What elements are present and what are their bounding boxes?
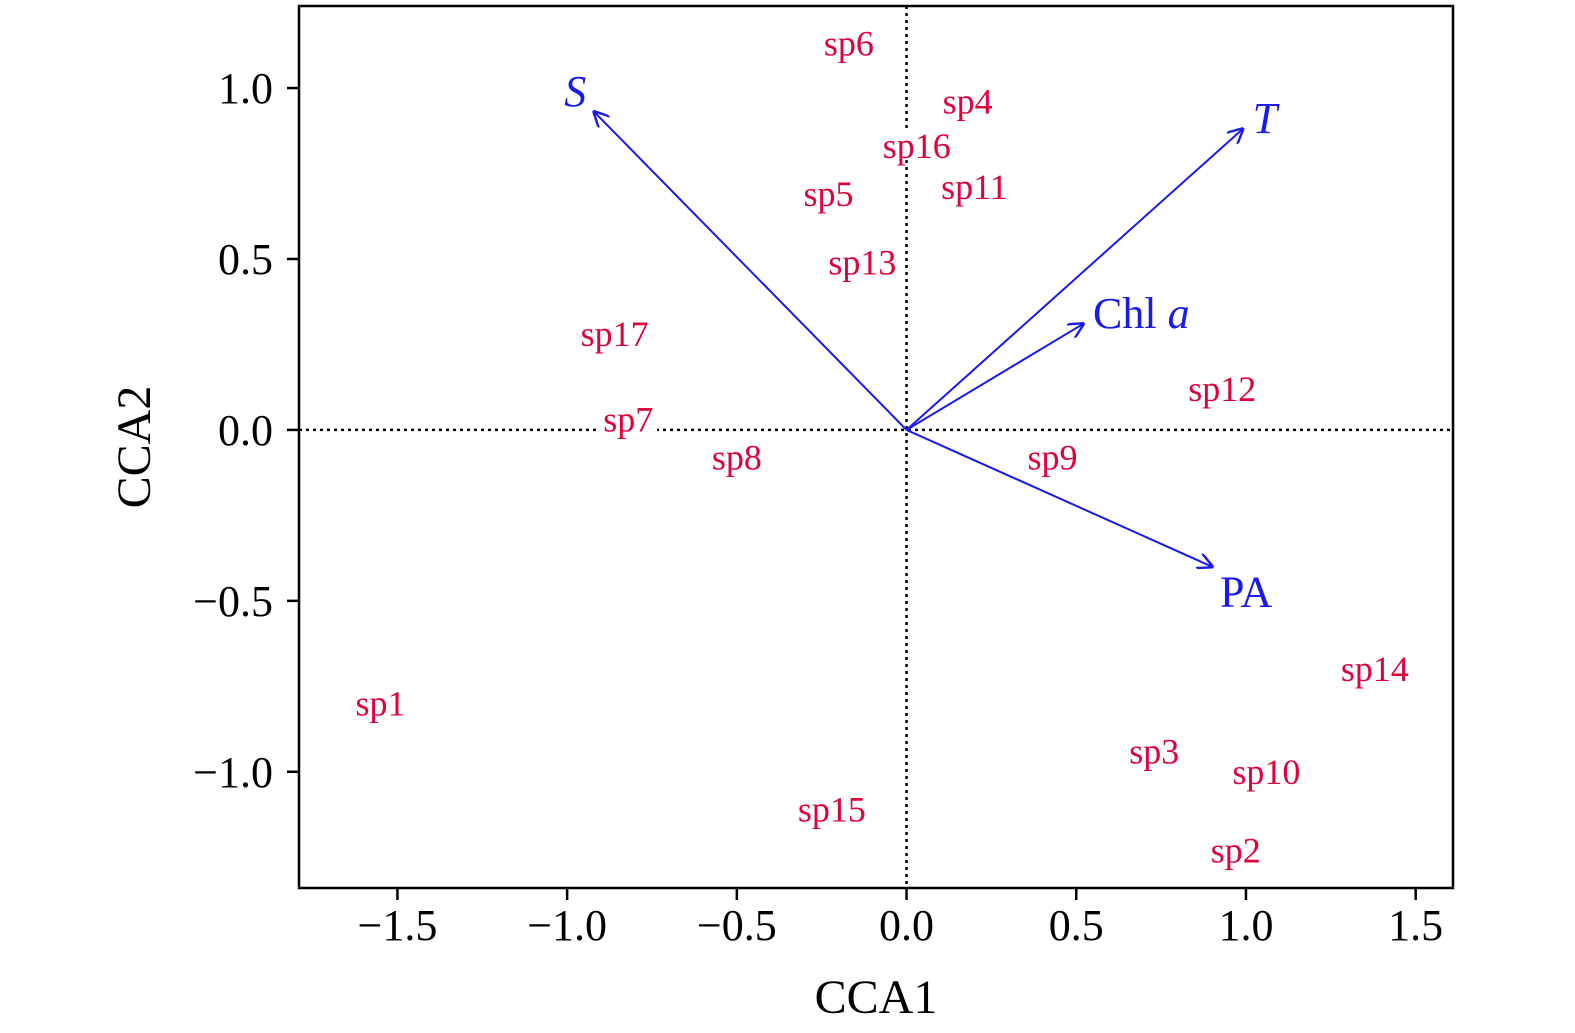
species-label-background	[707, 439, 766, 472]
x-tick-label: −1.5	[358, 901, 438, 950]
species-label-background	[1206, 832, 1265, 865]
species-label-sp6: sp6	[824, 24, 874, 64]
species-label-background	[936, 169, 1013, 202]
species-label-sp9: sp9	[1027, 437, 1077, 477]
species-label-background	[1023, 439, 1082, 472]
species-label-background	[1336, 651, 1413, 684]
y-tick-label: 1.0	[218, 64, 273, 113]
species-label-background	[938, 83, 997, 116]
species-label-background	[799, 176, 858, 209]
species-label-sp17: sp17	[581, 314, 649, 354]
axis-ticks: −1.5 −1.0 −0.5 0.0 0.5 1.0 1.5 −1.0 −0.5 0.0 0.5 1.…	[193, 64, 1443, 950]
species-label-sp5: sp5	[803, 174, 853, 214]
env-vector-arrow	[594, 112, 908, 431]
x-tick-label: −1.0	[527, 901, 607, 950]
species-label-background	[878, 128, 955, 161]
x-tick-label: 1.5	[1388, 901, 1443, 950]
env-label-pa: PA	[1220, 568, 1272, 617]
species-label-background	[1125, 733, 1184, 766]
species-label-background	[819, 25, 878, 58]
env-vector-arrow	[905, 129, 1243, 431]
species-label-background	[576, 316, 653, 349]
x-tick-label: −0.5	[697, 901, 777, 950]
species-label-background	[824, 244, 901, 277]
env-label-s: S	[564, 67, 586, 116]
env-label-t: T	[1253, 94, 1281, 143]
species-label-background	[599, 401, 658, 434]
species-label-sp15: sp15	[798, 789, 866, 829]
environment-vectors: S T Chl a PA	[564, 67, 1280, 617]
env-vector-arrow	[906, 324, 1083, 431]
species-label-sp2: sp2	[1211, 830, 1261, 870]
y-tick-label: 0.0	[218, 406, 273, 455]
species-label-sp12: sp12	[1188, 369, 1256, 409]
y-tick-label: 0.5	[218, 235, 273, 284]
species-label-background	[351, 685, 410, 718]
species-label-background	[1184, 370, 1261, 403]
species-label-sp8: sp8	[712, 437, 762, 477]
x-axis-title: CCA1	[815, 971, 938, 1024]
species-labels: sp1 sp2 sp3 sp4 sp5 sp6 sp7 sp8 sp9 sp10 sp11 sp12 s…	[351, 24, 1413, 870]
env-label-chla: Chl a	[1093, 289, 1190, 338]
species-label-background	[1228, 753, 1305, 786]
species-label-sp4: sp4	[943, 82, 993, 122]
env-vector-arrow	[906, 428, 1212, 567]
plot-frame	[297, 4, 1455, 890]
y-tick-label: −1.0	[193, 748, 273, 797]
species-label-sp13: sp13	[828, 242, 896, 282]
species-label-sp11: sp11	[941, 167, 1008, 207]
x-tick-label: 0.0	[879, 901, 934, 950]
species-label-sp14: sp14	[1341, 649, 1409, 689]
species-label-sp7: sp7	[603, 400, 653, 440]
species-label-sp16: sp16	[883, 126, 951, 166]
species-label-sp1: sp1	[355, 683, 405, 723]
species-label-sp3: sp3	[1129, 731, 1179, 771]
species-label-sp10: sp10	[1232, 752, 1300, 792]
y-tick-label: −0.5	[193, 577, 273, 626]
x-tick-label: 1.0	[1218, 901, 1273, 950]
species-label-background	[793, 791, 870, 824]
y-axis-title: CCA2	[108, 386, 161, 509]
x-tick-label: 0.5	[1049, 901, 1104, 950]
